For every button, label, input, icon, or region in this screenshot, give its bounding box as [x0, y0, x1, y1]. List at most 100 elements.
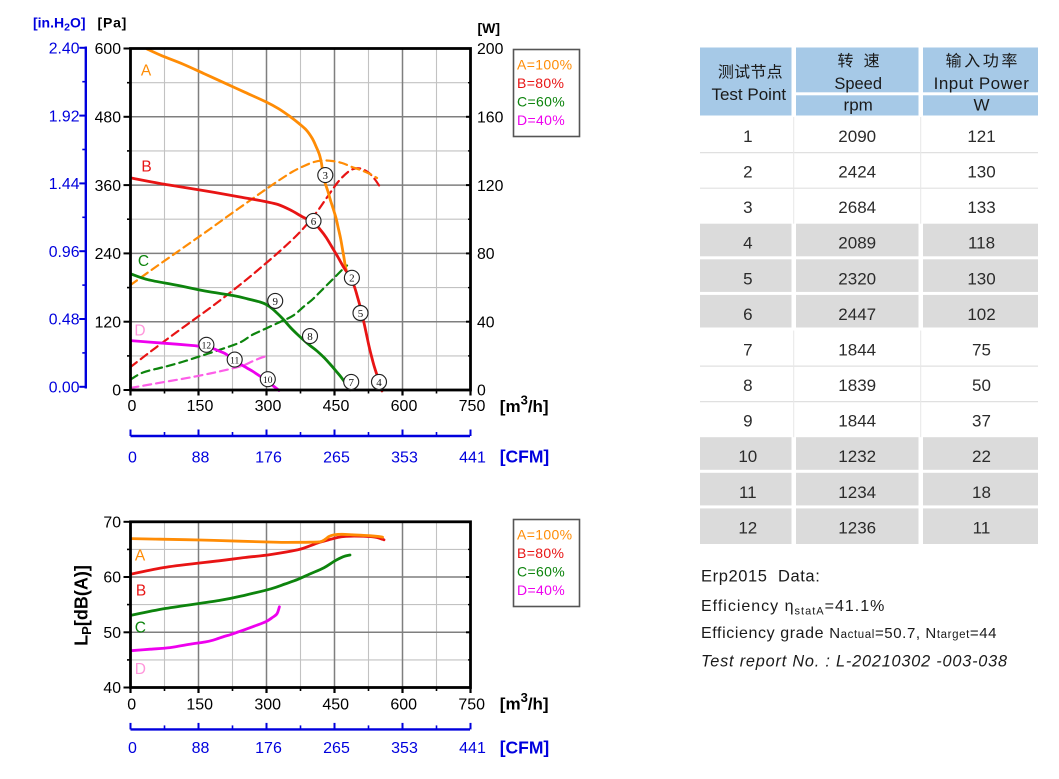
svg-text:B: B	[141, 159, 151, 176]
svg-text:118: 118	[968, 234, 995, 253]
svg-text:0.48: 0.48	[49, 312, 80, 329]
svg-text:40: 40	[103, 680, 121, 697]
svg-text:1844: 1844	[838, 341, 876, 360]
svg-text:Test Point: Test Point	[711, 85, 786, 104]
svg-text:50: 50	[972, 376, 991, 395]
svg-text:450: 450	[323, 398, 350, 415]
svg-text:2090: 2090	[838, 127, 876, 146]
svg-text:0: 0	[128, 398, 137, 415]
svg-text:88: 88	[192, 740, 210, 757]
svg-text:176: 176	[255, 740, 282, 757]
svg-text:441: 441	[459, 449, 486, 466]
svg-text:2: 2	[743, 163, 752, 182]
svg-text:353: 353	[391, 449, 418, 466]
svg-text:A: A	[135, 548, 146, 565]
svg-text:0: 0	[128, 740, 137, 757]
svg-text:[W]: [W]	[478, 20, 501, 36]
svg-text:B=80%: B=80%	[517, 75, 564, 91]
svg-text:2320: 2320	[838, 269, 876, 288]
svg-text:1844: 1844	[838, 412, 876, 431]
svg-text:18: 18	[972, 483, 991, 502]
svg-text:7: 7	[743, 341, 752, 360]
svg-text:2.40: 2.40	[49, 41, 80, 58]
svg-text:2424: 2424	[838, 163, 876, 182]
svg-text:88: 88	[192, 449, 210, 466]
svg-text:300: 300	[255, 398, 282, 415]
svg-text:600: 600	[95, 41, 122, 58]
svg-text:C=60%: C=60%	[517, 564, 565, 580]
svg-text:9: 9	[743, 412, 752, 431]
svg-text:[m3/h]: [m3/h]	[500, 393, 549, 417]
svg-text:Speed: Speed	[834, 75, 882, 93]
svg-text:121: 121	[967, 127, 995, 146]
svg-text:480: 480	[95, 110, 122, 127]
svg-text:75: 75	[972, 341, 991, 360]
svg-text:2684: 2684	[838, 198, 876, 217]
svg-text:265: 265	[323, 449, 350, 466]
svg-text:1: 1	[743, 127, 752, 146]
svg-text:0: 0	[127, 697, 136, 714]
svg-text:Efficiency grade Nactual=50.7,: Efficiency grade Nactual=50.7, Ntarget=4…	[701, 625, 997, 642]
svg-text:A=100%: A=100%	[517, 526, 572, 542]
svg-text:750: 750	[458, 697, 485, 714]
svg-text:11: 11	[973, 518, 991, 537]
svg-text:750: 750	[459, 398, 486, 415]
svg-text:8: 8	[307, 331, 313, 343]
svg-text:LP[dB(A)]: LP[dB(A)]	[72, 565, 95, 646]
svg-text:300: 300	[254, 697, 281, 714]
svg-text:5: 5	[743, 269, 752, 288]
svg-text:7: 7	[348, 377, 354, 389]
svg-text:5: 5	[358, 308, 364, 320]
svg-text:360: 360	[95, 178, 122, 195]
svg-text:0.96: 0.96	[49, 244, 80, 261]
svg-text:600: 600	[391, 398, 418, 415]
svg-text:6: 6	[743, 305, 752, 324]
svg-text:50: 50	[103, 625, 121, 642]
svg-text:1234: 1234	[838, 483, 876, 502]
svg-text:1232: 1232	[838, 447, 876, 466]
svg-text:102: 102	[967, 305, 995, 324]
svg-text:[in.H2O]: [in.H2O]	[33, 15, 86, 34]
svg-text:rpm: rpm	[844, 95, 873, 114]
svg-text:2447: 2447	[838, 305, 876, 324]
svg-text:1.44: 1.44	[49, 176, 80, 193]
svg-text:3: 3	[743, 198, 752, 217]
svg-text:12: 12	[738, 518, 757, 537]
svg-text:1.92: 1.92	[49, 108, 80, 125]
svg-text:A: A	[141, 63, 152, 80]
svg-text:C=60%: C=60%	[517, 94, 565, 110]
svg-text:Input Power: Input Power	[934, 74, 1030, 93]
svg-text:441: 441	[459, 740, 486, 757]
svg-text:130: 130	[967, 163, 995, 182]
svg-text:1236: 1236	[838, 518, 876, 537]
svg-text:4: 4	[376, 377, 382, 389]
svg-text:133: 133	[967, 198, 995, 217]
svg-text:W: W	[973, 95, 989, 114]
svg-text:6: 6	[311, 216, 317, 228]
svg-text:240: 240	[95, 246, 122, 263]
svg-text:120: 120	[95, 314, 122, 331]
svg-text:10: 10	[263, 376, 273, 386]
svg-text:150: 150	[187, 398, 214, 415]
svg-text:80: 80	[477, 246, 495, 263]
svg-text:8: 8	[743, 376, 752, 395]
svg-text:10: 10	[738, 447, 757, 466]
svg-text:2: 2	[349, 273, 355, 285]
svg-text:40: 40	[477, 314, 495, 331]
svg-text:3: 3	[323, 170, 329, 182]
svg-text:12: 12	[202, 342, 212, 352]
svg-text:1839: 1839	[838, 376, 876, 395]
svg-text:11: 11	[230, 357, 239, 367]
svg-text:Test report No. : L-20210302 -: Test report No. : L-20210302 -003-038	[701, 652, 1008, 670]
svg-text:B: B	[136, 583, 146, 600]
svg-text:0: 0	[477, 383, 486, 400]
svg-text:[CFM]: [CFM]	[500, 447, 550, 467]
svg-text:9: 9	[272, 296, 278, 308]
svg-text:[m3/h]: [m3/h]	[500, 690, 549, 714]
svg-text:450: 450	[322, 697, 349, 714]
svg-text:2089: 2089	[838, 234, 876, 253]
svg-text:176: 176	[255, 449, 282, 466]
svg-text:265: 265	[323, 740, 350, 757]
svg-text:22: 22	[972, 447, 991, 466]
svg-text:60: 60	[103, 570, 121, 587]
